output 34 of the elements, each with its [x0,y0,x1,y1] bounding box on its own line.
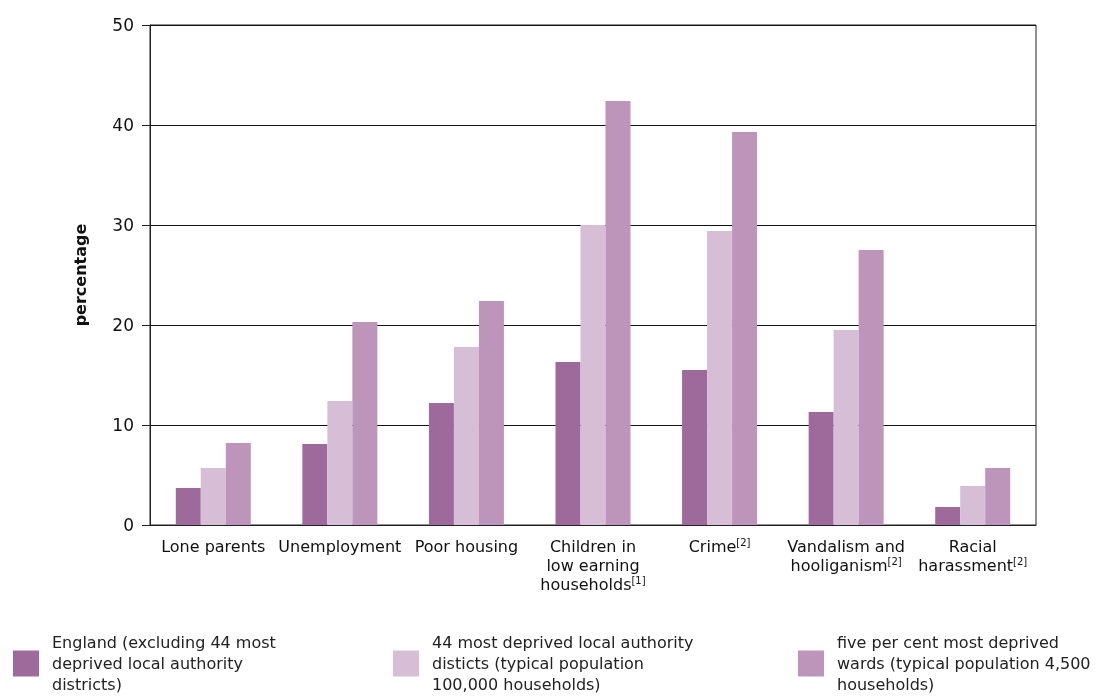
bar [605,101,631,525]
bar [453,347,479,525]
legend-label: 44 most deprived local authority disticts (typical population 100,000 households) [432,633,694,694]
bar [302,444,328,525]
x-tick-label: Unemployment [278,537,402,556]
legend-label: England (excluding 44 most deprived local authority districts) [52,633,276,694]
bar [732,132,758,525]
bar [960,486,986,525]
bar [935,507,961,525]
y-tick-label: 10 [112,415,134,435]
bar [707,231,733,525]
bar [555,362,581,525]
bar [175,488,201,525]
y-tick-label: 40 [112,115,134,135]
y-tick-label: 0 [123,515,134,535]
y-tick-label: 20 [112,315,134,335]
bar [428,403,454,525]
bar [478,301,504,525]
legend-label: five per cent most deprived wards (typical population 4,500 households) [837,633,1091,694]
bar [682,370,708,525]
y-tick-label: 50 [112,15,134,35]
x-tick-label: Lone parents [161,537,266,556]
bar [858,250,884,525]
bar [833,330,859,525]
bar [327,401,353,525]
bar [352,322,378,525]
x-tick-label: Poor housing [414,537,519,556]
bar [808,412,834,525]
bar [985,468,1011,525]
y-tick-label: 30 [112,215,134,235]
bar [580,225,606,525]
y-axis-title: percentage [70,223,90,327]
bar [200,468,226,525]
bar [225,443,251,525]
